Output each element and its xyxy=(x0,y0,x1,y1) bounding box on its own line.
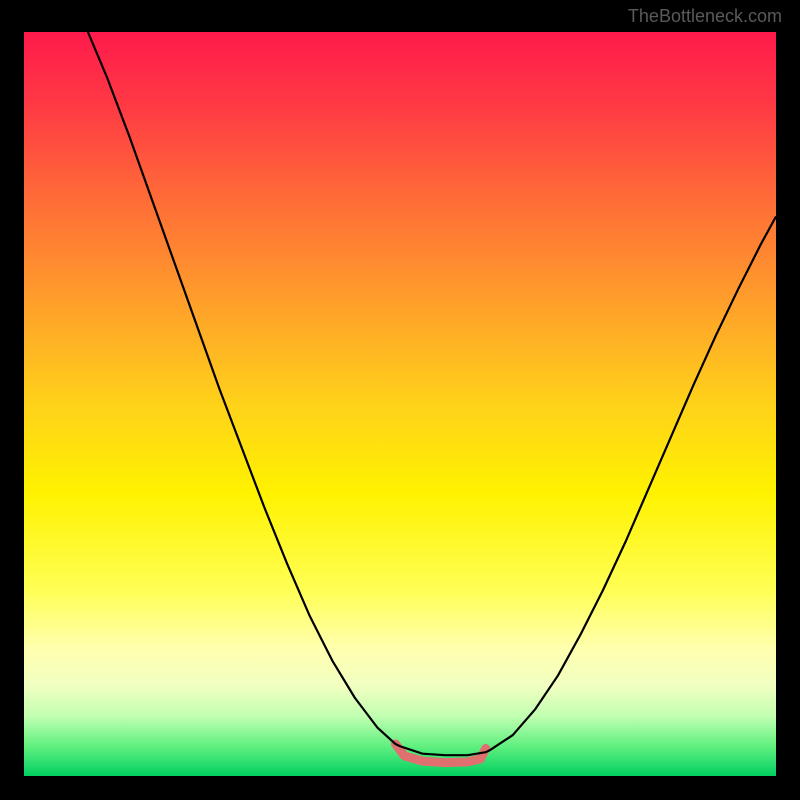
bottleneck-curve xyxy=(88,32,776,755)
chart-container: TheBottleneck.com xyxy=(0,0,800,800)
curve-overlay xyxy=(24,32,776,776)
plot-area xyxy=(24,32,776,776)
attribution-text: TheBottleneck.com xyxy=(628,6,782,27)
